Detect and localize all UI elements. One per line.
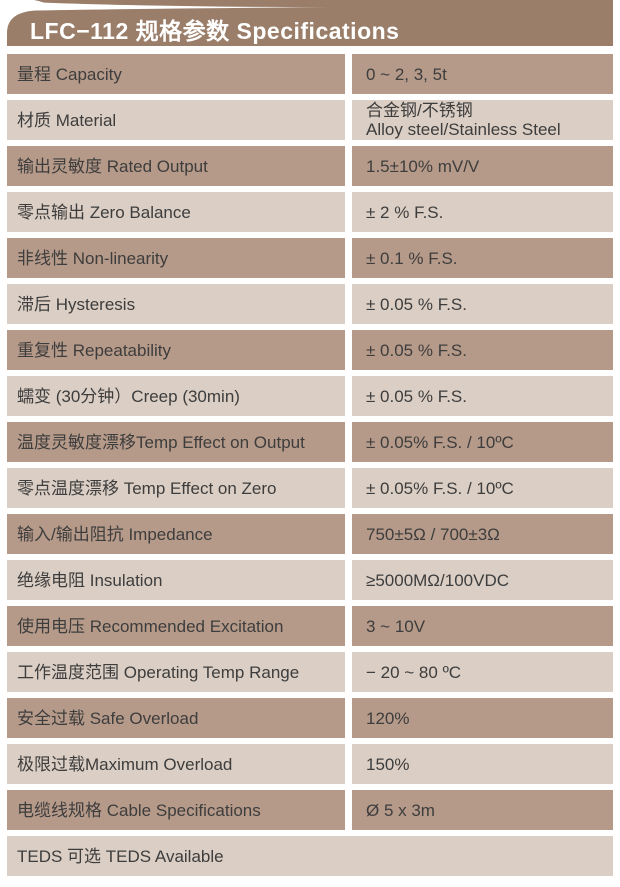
table-row: 绝缘电阻 Insulation ≥5000MΩ/100VDC — [7, 560, 613, 600]
table-row: 非线性 Non-linearity ± 0.1 % F.S. — [7, 238, 613, 278]
spec-label: 材质 Material — [7, 100, 345, 140]
spec-label: 安全过载 Safe Overload — [7, 698, 345, 738]
spec-value: ± 0.05% F.S. / 10ºC — [352, 468, 613, 508]
header-swoosh-shape — [7, 0, 613, 46]
spec-value: 150% — [352, 744, 613, 784]
table-row: 蠕变 (30分钟）Creep (30min) ± 0.05 % F.S. — [7, 376, 613, 416]
page-header: LFC−112 规格参数 Specifications — [0, 0, 620, 46]
spec-value: 3 ~ 10V — [352, 606, 613, 646]
spec-value: ± 0.05% F.S. / 10ºC — [352, 422, 613, 462]
table-row: 材质 Material 合金钢/不锈钢 Alloy steel/Stainles… — [7, 100, 613, 140]
spec-label: TEDS 可选 TEDS Available — [7, 836, 613, 876]
table-row: 极限过载Maximum Overload 150% — [7, 744, 613, 784]
spec-label: 输入/输出阻抗 Impedance — [7, 514, 345, 554]
spec-value: ≥5000MΩ/100VDC — [352, 560, 613, 600]
table-row: 输入/输出阻抗 Impedance 750±5Ω / 700±3Ω — [7, 514, 613, 554]
spec-value: ± 0.1 % F.S. — [352, 238, 613, 278]
spec-value: − 20 ~ 80 ºC — [352, 652, 613, 692]
table-row: TEDS 可选 TEDS Available — [7, 836, 613, 876]
spec-label: 使用电压 Recommended Excitation — [7, 606, 345, 646]
table-row: 温度灵敏度漂移Temp Effect on Output ± 0.05% F.S… — [7, 422, 613, 462]
table-row: 滞后 Hysteresis ± 0.05 % F.S. — [7, 284, 613, 324]
spec-label: 零点温度漂移 Temp Effect on Zero — [7, 468, 345, 508]
table-row: 工作温度范围 Operating Temp Range − 20 ~ 80 ºC — [7, 652, 613, 692]
spec-value: Ø 5 x 3m — [352, 790, 613, 830]
spec-value: 1.5±10% mV/V — [352, 146, 613, 186]
spec-value: ± 0.05 % F.S. — [352, 284, 613, 324]
spec-label: 电缆线规格 Cable Specifications — [7, 790, 345, 830]
spec-value: 750±5Ω / 700±3Ω — [352, 514, 613, 554]
spec-value: ± 2 % F.S. — [352, 192, 613, 232]
spec-label: 绝缘电阻 Insulation — [7, 560, 345, 600]
spec-value: ± 0.05 % F.S. — [352, 330, 613, 370]
spec-value: 120% — [352, 698, 613, 738]
spec-label: 零点输出 Zero Balance — [7, 192, 345, 232]
spec-label: 极限过载Maximum Overload — [7, 744, 345, 784]
spec-label: 温度灵敏度漂移Temp Effect on Output — [7, 422, 345, 462]
spec-label: 非线性 Non-linearity — [7, 238, 345, 278]
table-row: 零点输出 Zero Balance ± 2 % F.S. — [7, 192, 613, 232]
spec-table: 量程 Capacity 0 ~ 2, 3, 5t 材质 Material 合金钢… — [0, 46, 620, 876]
spec-label: 蠕变 (30分钟）Creep (30min) — [7, 376, 345, 416]
table-row: 重复性 Repeatability ± 0.05 % F.S. — [7, 330, 613, 370]
table-row: 输出灵敏度 Rated Output 1.5±10% mV/V — [7, 146, 613, 186]
spec-label: 滞后 Hysteresis — [7, 284, 345, 324]
spec-value: 0 ~ 2, 3, 5t — [352, 54, 613, 94]
spec-label: 重复性 Repeatability — [7, 330, 345, 370]
spec-label: 量程 Capacity — [7, 54, 345, 94]
table-row: 零点温度漂移 Temp Effect on Zero ± 0.05% F.S. … — [7, 468, 613, 508]
spec-value: ± 0.05 % F.S. — [352, 376, 613, 416]
spec-label: 工作温度范围 Operating Temp Range — [7, 652, 345, 692]
page-title: LFC−112 规格参数 Specifications — [30, 18, 400, 44]
table-row: 电缆线规格 Cable Specifications Ø 5 x 3m — [7, 790, 613, 830]
table-row: 安全过载 Safe Overload 120% — [7, 698, 613, 738]
table-row: 量程 Capacity 0 ~ 2, 3, 5t — [7, 54, 613, 94]
table-row: 使用电压 Recommended Excitation 3 ~ 10V — [7, 606, 613, 646]
spec-label: 输出灵敏度 Rated Output — [7, 146, 345, 186]
spec-value: 合金钢/不锈钢 Alloy steel/Stainless Steel — [352, 100, 613, 140]
